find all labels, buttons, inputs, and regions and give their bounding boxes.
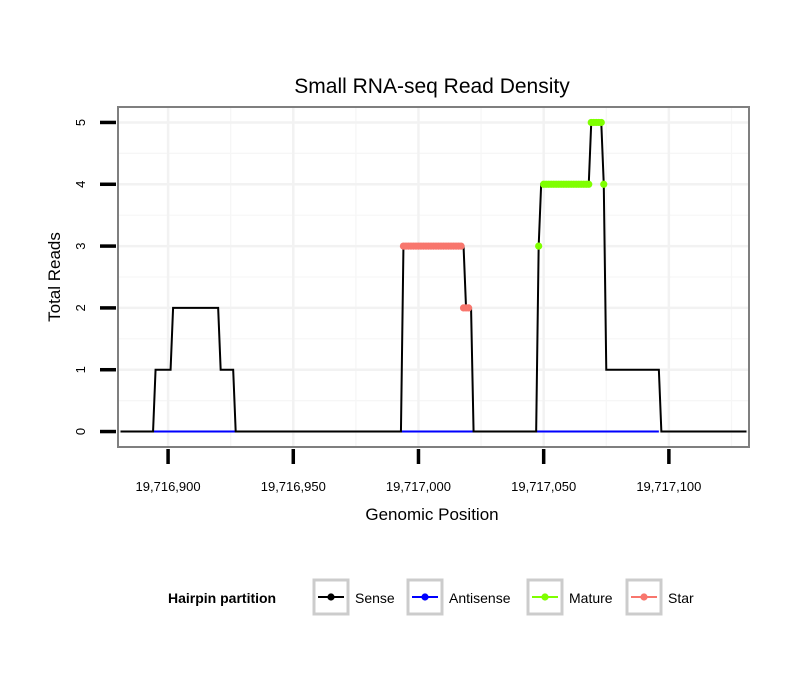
x-tick-label: 19,717,100 — [636, 479, 701, 494]
y-tick-label: 2 — [73, 304, 88, 311]
legend-label-mature: Mature — [569, 590, 613, 606]
y-axis: 0 1 2 3 4 5 — [73, 119, 116, 435]
data-point-mature — [535, 242, 543, 250]
data-point-mature — [597, 118, 605, 127]
x-axis-title: Genomic Position — [365, 505, 498, 524]
legend-point-mature — [541, 593, 549, 601]
y-axis-title: Total Reads — [45, 232, 64, 322]
x-tick-label: 19,717,000 — [386, 479, 451, 494]
chart-title: Small RNA-seq Read Density — [294, 75, 570, 98]
data-point-star — [464, 304, 473, 312]
data-point-mature — [585, 180, 593, 188]
legend-label-star: Star — [668, 590, 694, 606]
legend-point-sense — [327, 593, 335, 601]
x-axis: 19,716,900 19,716,950 19,717,000 19,717,050… — [136, 449, 701, 494]
data-point-star — [457, 242, 465, 250]
legend-label-antisense: Antisense — [449, 590, 511, 606]
x-tick-label: 19,716,900 — [136, 479, 201, 494]
series-layer — [120, 118, 747, 433]
y-tick-label: 1 — [73, 366, 88, 373]
y-tick-label: 5 — [73, 119, 88, 126]
y-tick-label: 3 — [73, 242, 88, 249]
legend-label-sense: Sense — [355, 590, 395, 606]
legend-point-antisense — [421, 593, 429, 601]
legend-title: Hairpin partition — [168, 590, 276, 606]
legend-point-star — [640, 593, 648, 601]
x-tick-label: 19,717,050 — [511, 479, 576, 494]
data-point-mature — [600, 180, 608, 188]
legend: Hairpin partition Sense Antisense Mature St… — [168, 578, 694, 616]
y-tick-label: 0 — [73, 428, 88, 435]
y-tick-label: 4 — [73, 181, 88, 188]
x-tick-label: 19,716,950 — [261, 479, 326, 494]
